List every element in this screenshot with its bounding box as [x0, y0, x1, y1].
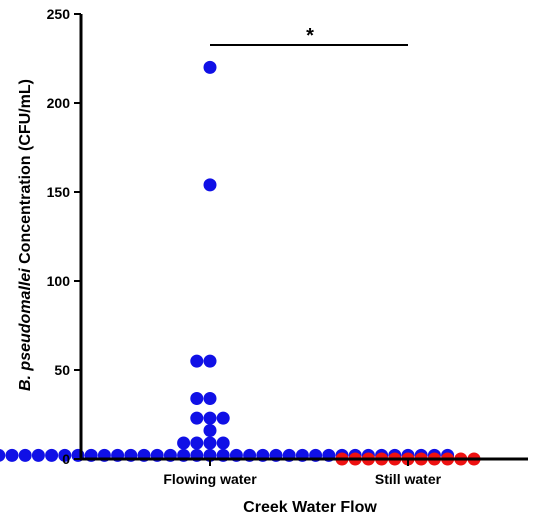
- y-tick-label: 100: [47, 273, 71, 289]
- x-tick-label: Flowing water: [163, 471, 257, 487]
- y-tick-label: 200: [47, 95, 71, 111]
- y-axis-title-italic: B. pseudomallei: [17, 268, 34, 391]
- y-tick-label: 50: [54, 362, 70, 378]
- data-point: [190, 436, 204, 450]
- data-point: [216, 411, 230, 425]
- significance-label: *: [306, 25, 314, 47]
- y-tick-label: 0: [62, 451, 70, 467]
- data-point: [216, 436, 230, 450]
- data-point: [5, 448, 19, 462]
- y-tick-label: 250: [47, 6, 71, 22]
- data-point: [203, 60, 217, 74]
- y-tick-label: 150: [47, 184, 71, 200]
- data-point: [58, 448, 72, 462]
- y-axis-title: B. pseudomallei Concentration (CFU/mL): [17, 79, 34, 391]
- data-point: [31, 448, 45, 462]
- data-point: [203, 436, 217, 450]
- data-point: [18, 448, 32, 462]
- y-ticks: 0 50 100 150 200 250: [47, 6, 81, 467]
- data-point: [203, 354, 217, 368]
- data-point: [203, 392, 217, 405]
- data-point: [45, 448, 59, 462]
- data-point: [203, 178, 217, 192]
- x-axis-title: Creek Water Flow: [243, 499, 377, 516]
- data-point: [203, 411, 217, 425]
- data-point: [190, 354, 204, 368]
- y-axis-title-rest: Concentration (CFU/mL): [17, 79, 34, 268]
- data-point: [190, 392, 204, 405]
- data-point: [190, 411, 204, 425]
- data-point: [203, 424, 217, 437]
- x-ticks: Flowing water Still water: [163, 459, 442, 487]
- data-points: [0, 60, 481, 466]
- x-tick-label: Still water: [375, 471, 442, 487]
- data-point: [177, 436, 191, 450]
- data-point: [0, 449, 6, 462]
